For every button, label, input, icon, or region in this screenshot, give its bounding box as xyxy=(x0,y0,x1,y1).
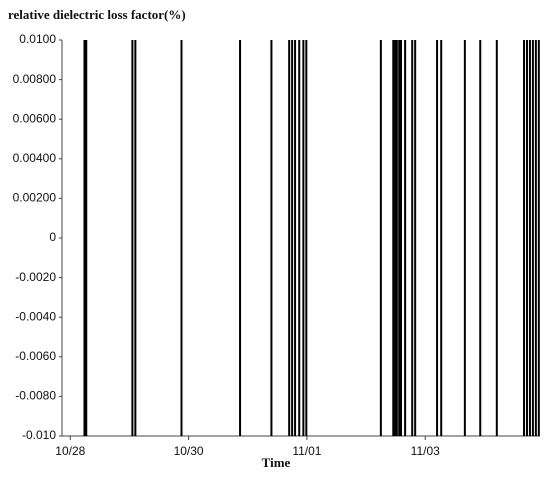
x-tick-label: 11/01 xyxy=(292,444,321,458)
y-tick-label: 0 xyxy=(49,230,56,244)
chart-title: relative dielectric loss factor(%) xyxy=(8,7,186,22)
x-tick-label: 10/30 xyxy=(174,444,204,458)
y-tick-label: 0.00600 xyxy=(13,111,57,125)
x-tick-label: 11/03 xyxy=(411,444,440,458)
y-tick-label: -0.0060 xyxy=(15,349,56,363)
y-tick-label: 0.00800 xyxy=(13,72,57,86)
x-axis-label: Time xyxy=(262,455,291,470)
x-tick-label: 10/28 xyxy=(55,444,85,458)
y-tick-label: -0.0040 xyxy=(15,309,56,323)
y-tick-label: -0.010 xyxy=(22,428,56,442)
y-tick-label: 0.00400 xyxy=(13,151,57,165)
y-tick-label: 0.00200 xyxy=(13,191,57,205)
y-tick-label: 0.0100 xyxy=(19,32,56,46)
y-tick-label: -0.0080 xyxy=(15,389,56,403)
y-tick-label: -0.0020 xyxy=(15,270,56,284)
